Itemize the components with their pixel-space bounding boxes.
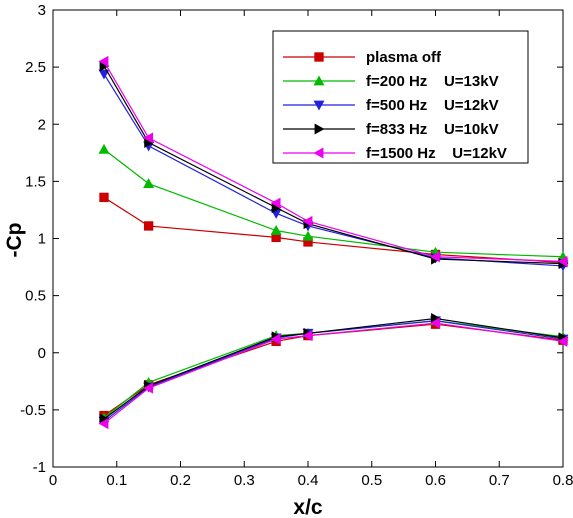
y-tick-label: -0.5: [20, 402, 46, 419]
x-tick-label: 0.3: [234, 472, 255, 489]
x-tick-label: 0: [49, 472, 57, 489]
legend-label: f=1500 Hz U=12kV: [366, 145, 507, 162]
x-axis-title: x/c: [293, 496, 323, 518]
y-axis-title: -Cp: [3, 223, 26, 258]
series-group: [99, 192, 568, 421]
y-tick-label: 2: [38, 116, 46, 133]
legend-marker: [313, 75, 325, 86]
series-group: [98, 55, 568, 430]
legend-marker: [314, 123, 325, 135]
data-point: [143, 382, 154, 394]
data-point: [302, 215, 313, 227]
series-line-lower: [103, 320, 564, 422]
legend-marker: [314, 52, 324, 62]
series-line-upper: [103, 65, 564, 265]
x-tick-label: 0.6: [425, 472, 446, 489]
y-tick-label: 1: [38, 231, 46, 248]
data-point: [271, 232, 281, 243]
plot-area: 0 0.1 0.2 0.3 0.4 0.5 0.6 0.7 0.8 -1 -0.5 0 0.5 1 1.5…: [20, 2, 573, 489]
legend: plasma off f=200 Hz U=13kV f=500 Hz U=12kV…: [272, 30, 529, 164]
x-tick-label: 0.8: [553, 472, 573, 489]
data-point: [430, 251, 440, 263]
data-point: [557, 335, 568, 347]
data-point: [143, 132, 154, 144]
data-point: [557, 255, 568, 267]
series-line-upper: [103, 61, 564, 262]
data-point: [143, 178, 155, 189]
data-point: [270, 225, 282, 235]
legend-marker: [313, 147, 324, 159]
legend-label: f=200 Hz U=13kV: [366, 73, 499, 90]
x-tick-label: 0.4: [298, 472, 319, 489]
series-line-lower: [103, 320, 564, 419]
y-tick-label: 0.5: [25, 288, 46, 305]
y-tick-label: -1: [33, 459, 46, 476]
x-tick-label: 0.5: [361, 472, 382, 489]
y-axis-ticks: -1 -0.5 0 0.5 1 1.5 2 2.5 3: [20, 2, 563, 476]
series-layer: [98, 55, 569, 430]
legend-marker: [313, 100, 325, 111]
data-point: [302, 230, 314, 241]
data-point: [430, 317, 440, 329]
y-tick-label: 3: [38, 2, 46, 19]
series-line-lower: [103, 317, 564, 420]
data-point: [98, 69, 110, 80]
y-tick-label: 2.5: [25, 59, 46, 76]
data-point: [270, 197, 281, 209]
data-point: [98, 418, 109, 430]
data-point: [98, 143, 110, 154]
data-point: [302, 330, 313, 342]
data-point: [143, 221, 154, 231]
data-point: [98, 55, 109, 67]
legend-label: plasma off: [366, 49, 442, 66]
x-tick-label: 0.2: [170, 472, 191, 489]
x-tick-label: 0.1: [106, 472, 127, 489]
legend-label: f=833 Hz U=10kV: [366, 121, 499, 138]
series-line-lower: [103, 322, 564, 425]
series-line-lower: [103, 323, 564, 417]
x-tick-label: 0.7: [489, 472, 510, 489]
data-point: [99, 192, 109, 203]
legend-label: f=500 Hz U=12kV: [366, 97, 499, 114]
x-axis-ticks: 0 0.1 0.2 0.3 0.4 0.5 0.6 0.7 0.8: [49, 10, 573, 489]
y-tick-label: 0: [38, 345, 46, 362]
series-line-upper: [103, 196, 564, 264]
y-tick-label: 1.5: [25, 173, 46, 190]
data-point: [270, 333, 281, 345]
series-line-upper: [103, 148, 564, 258]
